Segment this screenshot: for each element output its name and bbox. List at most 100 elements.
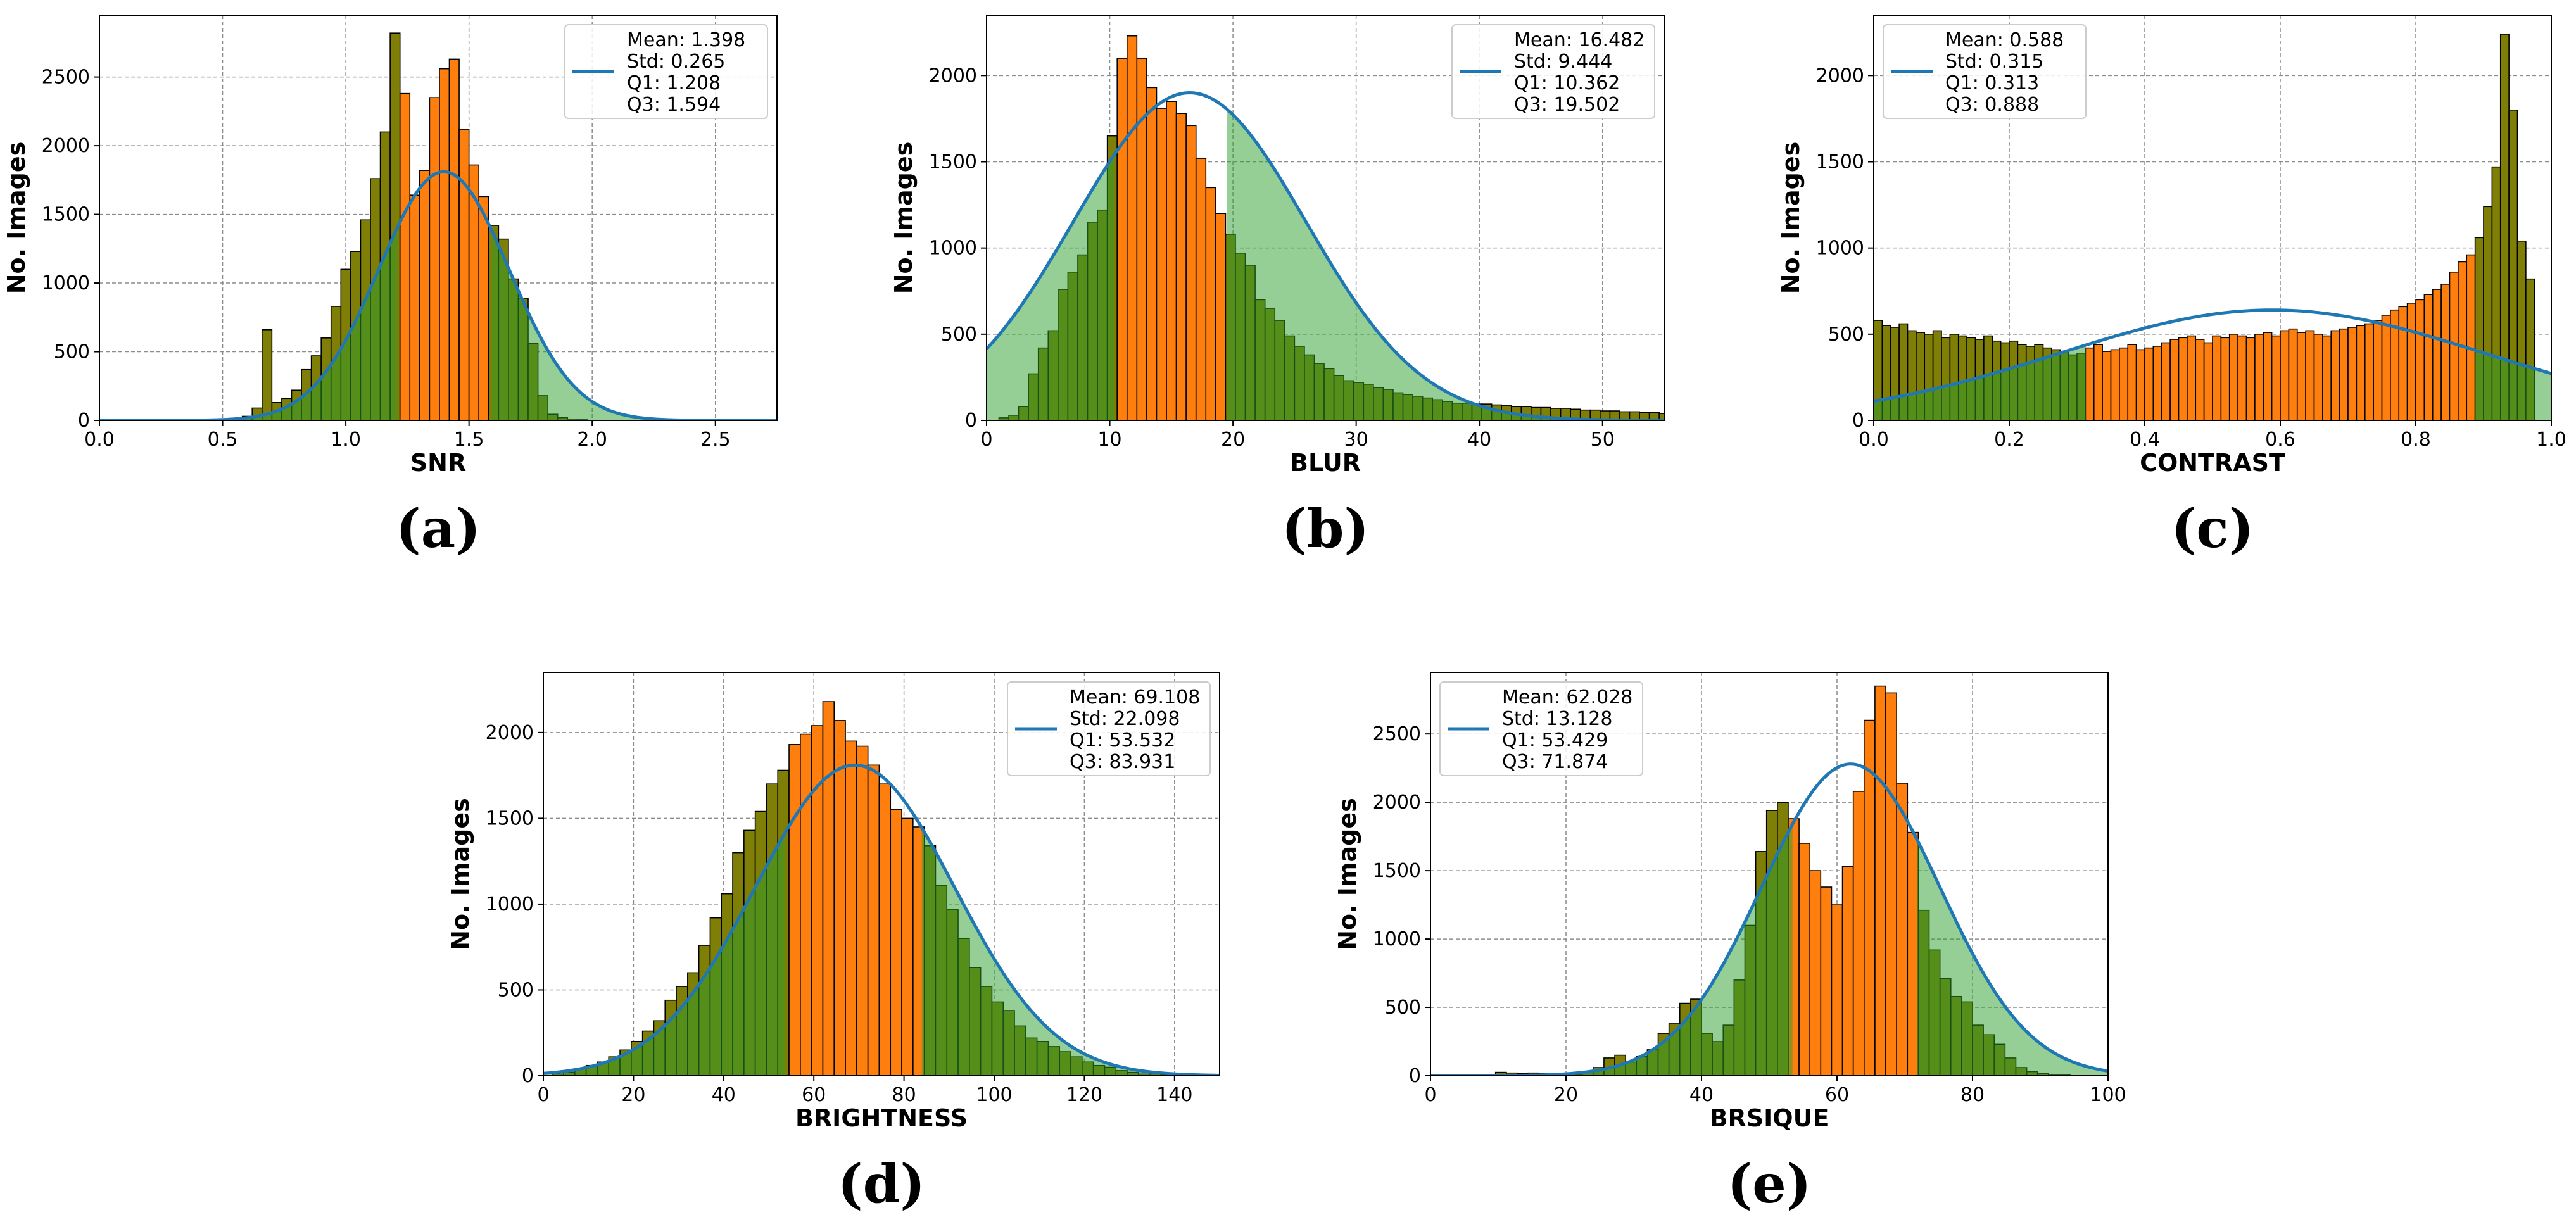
- x-tick-label: 100: [2090, 1084, 2126, 1106]
- histogram-bar: [1831, 904, 1843, 1076]
- histogram-bar: [2458, 261, 2468, 420]
- plot-frame: [1873, 15, 2552, 421]
- y-axis-label: No. Images: [446, 798, 474, 950]
- plot-area: [1874, 34, 2551, 420]
- y-tick-label: 500: [1385, 997, 1421, 1019]
- x-tick-label: 0.2: [1994, 429, 2024, 451]
- y-tick-label: 2500: [1373, 723, 1421, 745]
- histogram-bar: [822, 701, 835, 1076]
- histogram-bar: [2228, 334, 2238, 420]
- histogram-bar: [833, 720, 846, 1076]
- x-tick-label: 40: [1467, 429, 1491, 451]
- legend-entry: Std: 9.444: [1514, 51, 1612, 73]
- histogram-bar: [2085, 347, 2095, 420]
- panel-label: (c): [2171, 497, 2254, 560]
- x-tick-label: 20: [621, 1084, 645, 1106]
- y-tick-label: 2000: [1816, 65, 1864, 87]
- fitted-curve: [987, 91, 1664, 420]
- x-tick-label: 0.0: [84, 429, 115, 451]
- upper-tail-shade: [1917, 840, 2108, 1076]
- histogram-bar: [2322, 335, 2332, 420]
- y-tick-label: 2000: [486, 722, 534, 744]
- histogram-bar: [458, 129, 470, 420]
- histogram-bar: [2220, 337, 2230, 420]
- histogram-bar: [1205, 187, 1216, 420]
- x-tick-label: 0.4: [2130, 429, 2160, 451]
- x-tick-label: 30: [1344, 429, 1368, 451]
- upper-tail-shade: [2475, 350, 2551, 420]
- x-tick-label: 140: [1156, 1084, 1192, 1106]
- histogram-bar: [419, 170, 431, 420]
- histogram-bar: [2161, 342, 2171, 420]
- histogram-bar: [2347, 327, 2358, 420]
- histogram-bar: [2127, 344, 2137, 420]
- x-tick-label: 40: [1689, 1084, 1714, 1106]
- legend-entry: Std: 13.128: [1502, 708, 1612, 730]
- histogram-bar: [1136, 58, 1147, 420]
- x-tick-label: 40: [712, 1084, 736, 1106]
- legend-entry: Q3: 0.888: [1945, 94, 2039, 116]
- histogram-bar: [867, 764, 880, 1076]
- histogram-bar: [2432, 289, 2442, 420]
- histogram-bar: [788, 744, 801, 1076]
- legend-entry: Q1: 10.362: [1514, 72, 1620, 94]
- plot-frame: [1430, 672, 2109, 1076]
- y-tick-label: 1500: [1816, 151, 1864, 173]
- histogram-bar: [2212, 335, 2222, 420]
- legend-entry: Q1: 53.429: [1502, 729, 1608, 752]
- x-tick-label: 2.5: [700, 429, 731, 451]
- histogram-bar: [2135, 349, 2145, 420]
- fitted-curve: [543, 763, 1220, 1076]
- histogram-bar: [2237, 335, 2247, 420]
- histogram-bar: [1874, 685, 1886, 1076]
- x-tick-label: 50: [1591, 429, 1615, 451]
- y-tick-label: 0: [1852, 410, 1864, 432]
- y-tick-label: 1500: [486, 807, 534, 829]
- x-tick-label: 20: [1554, 1084, 1578, 1106]
- plot-area: [1430, 685, 2108, 1076]
- y-tick-label: 1000: [929, 237, 977, 260]
- legend-box: [1451, 24, 1655, 119]
- legend-entry: Q3: 19.502: [1514, 94, 1620, 116]
- lower-tail-shade: [99, 228, 398, 420]
- x-tick-label: 60: [802, 1084, 826, 1106]
- x-tick-label: 60: [1825, 1084, 1849, 1106]
- panel-label: (d): [838, 1152, 925, 1215]
- histogram-brightness: 0 20 40 60 80 100 120 140 0 500 1000 1500 2000 BRIGHT…: [446, 672, 1220, 1215]
- histogram-bar: [1156, 108, 1167, 420]
- x-tick-label: 0.5: [208, 429, 238, 451]
- histogram-bar: [2381, 315, 2391, 420]
- legend-entry: Mean: 16.482: [1514, 29, 1645, 51]
- histogram-bar: [261, 329, 273, 420]
- plot-frame: [986, 15, 1665, 421]
- histogram-bar: [2415, 299, 2425, 420]
- panel-label: (a): [396, 497, 481, 560]
- x-tick-label: 0: [537, 1084, 549, 1106]
- x-tick-label: 0.6: [2265, 429, 2295, 451]
- histogram-bar: [1896, 783, 1909, 1076]
- histogram-bar: [2195, 339, 2205, 420]
- x-axis-label: CONTRAST: [2140, 449, 2285, 477]
- y-tick-label: 1500: [1373, 860, 1421, 882]
- histogram-bar: [2093, 344, 2103, 420]
- histogram-bar: [2288, 328, 2298, 420]
- histogram-bar: [2356, 325, 2366, 420]
- y-axis-label: No. Images: [3, 142, 30, 294]
- legend-box: [1007, 681, 1211, 776]
- legend-entry: Q3: 1.594: [627, 94, 721, 116]
- y-tick-label: 0: [78, 410, 90, 432]
- histogram-bar: [2152, 346, 2162, 420]
- legend-entry: Q1: 53.532: [1070, 729, 1175, 752]
- legend-entry: Mean: 1.398: [627, 29, 745, 51]
- histogram-bar: [1195, 158, 1207, 420]
- histogram-bar: [2102, 351, 2112, 420]
- upper-tail-shade: [1227, 109, 1664, 420]
- x-axis-label: BRSIQUE: [1710, 1104, 1829, 1132]
- histogram-bar: [1658, 413, 1664, 420]
- plot-area: [543, 701, 1220, 1076]
- x-axis-label: BLUR: [1290, 449, 1361, 477]
- x-tick-label: 0: [1424, 1084, 1436, 1106]
